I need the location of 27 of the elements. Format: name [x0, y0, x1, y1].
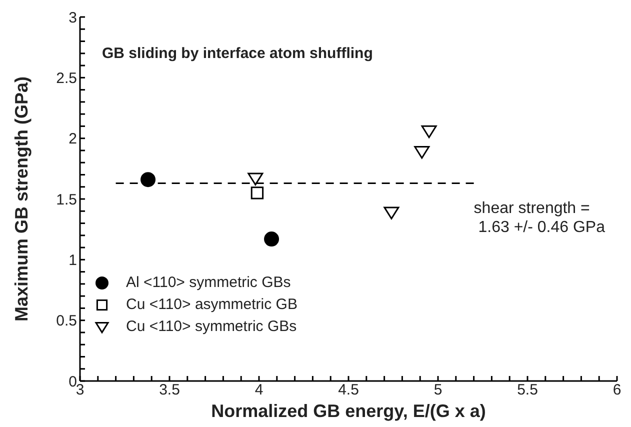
y-tick-label: 2 — [68, 130, 77, 148]
x-tick-label: 4 — [254, 382, 264, 399]
y-tick-label: 2.5 — [56, 70, 77, 87]
annotation: shear strength = 1.63 +/- 0.46 GPa — [474, 199, 605, 237]
point — [264, 232, 280, 247]
point — [248, 172, 264, 186]
legend-label: Cu <110> asymmetric GB — [126, 296, 298, 314]
y-tick-label: 3 — [68, 9, 77, 26]
y-axis-title: Maximum GB strength (GPa) — [12, 76, 32, 322]
legend-label: Cu <110> symmetric GBs — [126, 318, 297, 336]
x-tick-label: 3.5 — [159, 382, 180, 399]
x-axis-title: Normalized GB energy, E/(G x a) — [210, 401, 487, 422]
legend-label: Al <110> symmetric GBs — [126, 274, 291, 292]
x-tick-label: 6 — [612, 382, 622, 399]
x-tick-label: 5.5 — [517, 382, 538, 399]
y-tick-label: 0.5 — [56, 312, 77, 330]
point — [250, 186, 264, 200]
x-tick-label: 5 — [434, 382, 442, 399]
point — [384, 206, 400, 220]
y-tick-label: 1.5 — [56, 191, 77, 208]
x-tick-label: 4.5 — [338, 382, 359, 399]
point — [414, 146, 430, 159]
y-tick-label: 1 — [68, 252, 77, 269]
point — [140, 172, 156, 188]
y-tick-label: 0 — [68, 373, 77, 390]
point — [421, 125, 437, 138]
text: GB sliding by interface atom shuffling — [102, 45, 373, 62]
